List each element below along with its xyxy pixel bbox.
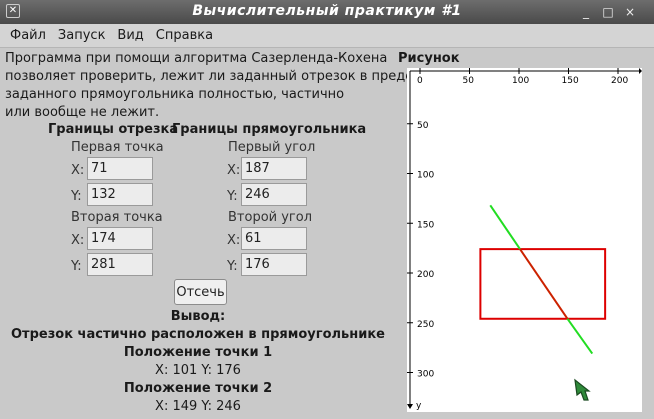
minimize-button[interactable]: _ — [583, 5, 589, 19]
rect-c2-x-label: X: — [227, 233, 241, 248]
menu-help[interactable]: Справка — [155, 28, 214, 43]
figure-title: Рисунок — [398, 51, 460, 66]
mouse-cursor-icon — [574, 378, 591, 401]
segment-p2-x-input[interactable] — [87, 227, 153, 250]
clip-rectangle — [479, 248, 607, 320]
y-tick-label: 100 — [417, 171, 434, 181]
maximize-button[interactable]: □ — [602, 5, 614, 19]
description-line: позволяет проверить, лежит ли заданный о… — [5, 69, 438, 84]
rect-c1-x-label: X: — [227, 163, 241, 178]
y-tick-label: 200 — [417, 270, 434, 280]
rect-c1-label: Первый угол — [228, 140, 316, 155]
segment-p2-x-label: X: — [71, 233, 85, 248]
window-menu-icon[interactable]: ✕ — [6, 4, 20, 18]
segment-p2-y-label: Y: — [71, 259, 82, 274]
title-bar: ✕ Вычислительный практикум #1 _ □ × — [0, 0, 654, 24]
rect-c2-y-label: Y: — [227, 259, 238, 274]
x-tick-label: 150 — [562, 76, 579, 86]
segment-p1-x-label: X: — [71, 163, 85, 178]
segment-outside-part — [489, 204, 521, 250]
x-tick-label: 200 — [611, 76, 628, 86]
x-tick-label: 50 — [463, 76, 475, 86]
point2-values: X: 149 Y: 246 — [155, 399, 241, 414]
rect-header: Границы прямоугольника — [172, 122, 367, 137]
output-result: Отрезок частично расположен в прямоуголь… — [11, 327, 385, 342]
window-title: Вычислительный практикум #1 — [192, 3, 462, 19]
rect-c2-label: Второй угол — [228, 210, 313, 225]
description: Программа при помощи алгоритма Сазерленд… — [5, 50, 438, 122]
y-tick-label: 50 — [417, 121, 429, 131]
description-line: или вообще не лежит. — [5, 105, 160, 120]
segment-p1-label: Первая точка — [71, 140, 164, 155]
window-edge — [646, 48, 654, 419]
segment-p1-y-input[interactable] — [87, 183, 153, 206]
x-tick-label: 100 — [512, 76, 529, 86]
figure-canvas: 0 50 100 150 200 50 100 150 200 250 300 y — [407, 68, 642, 412]
menu-bar: Файл Запуск Вид Справка — [0, 24, 654, 48]
segment-inside-part — [519, 248, 569, 320]
x-tick-label: 0 — [417, 76, 423, 86]
segment-outside-part — [566, 318, 594, 355]
output-title: Вывод: — [170, 309, 226, 324]
segment-header: Границы отрезка — [48, 122, 179, 137]
rect-c2-x-input[interactable] — [241, 227, 307, 250]
segment-p1-x-input[interactable] — [87, 157, 153, 180]
point1-title: Положение точки 1 — [123, 345, 273, 360]
description-line: Программа при помощи алгоритма Сазерленд… — [5, 51, 388, 66]
rect-c1-y-input[interactable] — [241, 183, 307, 206]
segment-p2-y-input[interactable] — [87, 253, 153, 276]
segment-p2-label: Вторая точка — [71, 210, 163, 225]
y-tick-label: 250 — [417, 320, 434, 330]
y-axis-letter: y — [416, 401, 422, 411]
menu-view[interactable]: Вид — [117, 28, 144, 43]
y-axis-arrow — [407, 404, 413, 409]
clip-button[interactable]: Отсечь — [174, 279, 227, 305]
description-line: заданного прямоугольника полностью, част… — [5, 87, 345, 102]
y-tick-label: 300 — [417, 370, 434, 380]
close-button[interactable]: × — [624, 5, 636, 19]
rect-c2-y-input[interactable] — [241, 253, 307, 276]
figure-svg: 0 50 100 150 200 50 100 150 200 250 300 y — [407, 68, 642, 411]
point1-values: X: 101 Y: 176 — [155, 363, 241, 378]
y-tick-label: 150 — [417, 220, 434, 230]
point2-title: Положение точки 2 — [123, 381, 273, 396]
segment-p1-y-label: Y: — [71, 189, 82, 204]
menu-file[interactable]: Файл — [10, 28, 46, 43]
rect-c1-y-label: Y: — [227, 189, 238, 204]
menu-run[interactable]: Запуск — [57, 28, 106, 43]
rect-c1-x-input[interactable] — [241, 157, 307, 180]
x-axis-arrow — [639, 68, 642, 74]
